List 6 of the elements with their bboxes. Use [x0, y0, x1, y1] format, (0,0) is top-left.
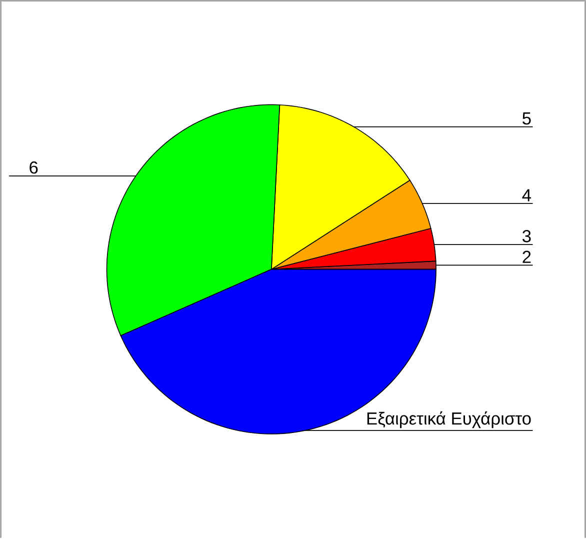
- slice-label: 2: [522, 250, 531, 264]
- slice-label: 6: [30, 162, 38, 174]
- slice-label: Εξαιρετικά Ευχάριστο: [367, 412, 531, 428]
- slice-label: 3: [522, 230, 531, 242]
- slice-label: 4: [522, 189, 532, 202]
- slice-label: 5: [522, 112, 531, 125]
